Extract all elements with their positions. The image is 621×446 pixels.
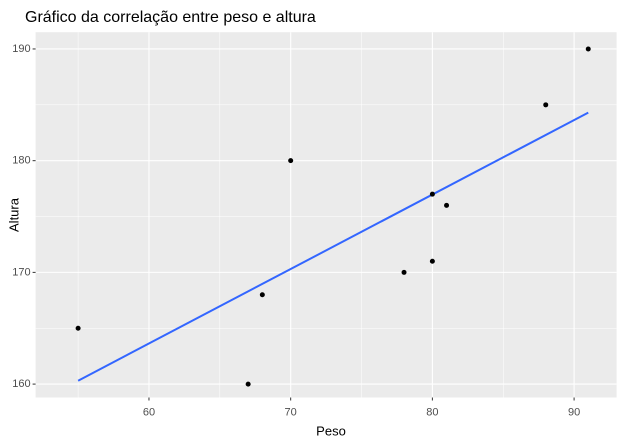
point: [259, 292, 265, 298]
plot-panel: [35, 32, 617, 398]
y-tick-label: 170: [12, 266, 30, 278]
x-tick-label: 80: [426, 406, 438, 418]
y-tick-label: 190: [12, 43, 30, 55]
x-tick-label: 60: [143, 406, 155, 418]
point: [245, 381, 251, 387]
point: [429, 191, 435, 197]
y-tick-label: 180: [12, 155, 30, 167]
point: [444, 202, 450, 208]
x-tick-label: 90: [568, 406, 580, 418]
y-axis-label: Altura: [6, 197, 21, 232]
point: [75, 325, 81, 331]
x-tick-label: 70: [285, 406, 297, 418]
y-tick-label: 160: [12, 378, 30, 390]
point: [288, 158, 294, 164]
point: [429, 258, 435, 264]
point: [543, 102, 549, 108]
point: [401, 269, 407, 275]
x-axis-label: Peso: [316, 423, 346, 438]
point: [585, 46, 591, 52]
trend-line: [77, 111, 589, 382]
chart-title: Gráfico da correlação entre peso e altur…: [25, 9, 316, 26]
